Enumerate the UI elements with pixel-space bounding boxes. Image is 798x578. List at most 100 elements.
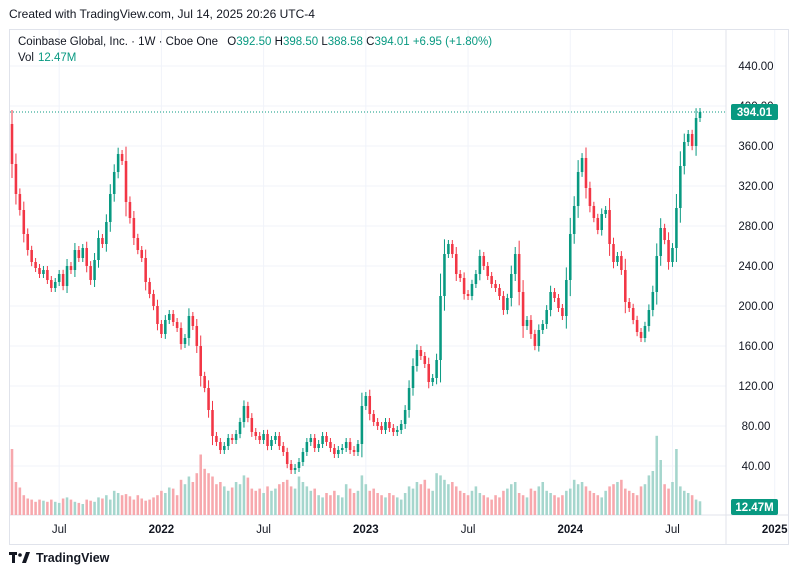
volume-bar [576,484,580,515]
candle-body [403,410,407,424]
volume-bar [600,497,603,515]
candle-body [144,258,147,282]
volume-bar [631,493,635,515]
candle-body [136,238,140,250]
volume-bar [690,495,694,515]
candle-body [266,434,269,446]
candle-body [352,450,356,452]
candle-body [458,274,462,278]
candle-body [498,288,501,296]
candle-body [513,254,517,274]
volume-bar [533,490,537,515]
candle-body [81,248,85,258]
volume-bar [14,482,18,515]
volume-bar [364,484,368,515]
candle-body [333,448,336,454]
candle-body [164,320,167,334]
symbol-title[interactable]: Coinbase Global, Inc. · 1W · Cboe One [18,36,219,48]
volume-bar [317,495,320,515]
volume-bar [679,486,682,515]
y-tick-label: 440.00 [738,61,773,73]
volume-bar [454,486,458,515]
volume-bar [647,475,651,515]
volume-label[interactable]: Vol [18,52,34,64]
candle-body [466,294,470,296]
volume-bar [655,435,659,515]
volume-bar [136,495,140,515]
candle-body [175,322,179,328]
candle-body [195,326,199,346]
volume-bar [517,493,521,515]
volume-bar [46,501,49,515]
tradingview-footer[interactable]: TradingView [9,551,109,565]
volume-bar [61,498,65,515]
candle-body [517,254,521,292]
volume-bar [22,495,26,515]
candle-body [89,266,92,280]
candle-body [30,250,33,262]
volume-bar [18,487,22,515]
candle-body [203,376,206,388]
volume-bar [356,490,360,515]
candle-body [612,244,615,262]
candle-body [565,280,568,316]
candle-body [462,278,466,294]
candle-body [580,158,584,172]
candle-body [289,464,293,470]
volume-bar [443,479,446,515]
volume-bar [183,484,187,515]
candle-body [584,158,588,188]
candle-body [502,296,505,310]
candle-body [140,250,144,258]
volume-bar [431,490,434,515]
volume-bar [682,490,686,515]
candle-body [380,426,383,430]
candle-body [415,350,419,366]
open-value: 392.50 [236,36,272,48]
volume-bar [474,486,478,515]
volume-bar [152,497,155,515]
candle-body [132,218,136,238]
volume-bar [281,482,285,515]
volume-bar [596,495,600,515]
candle-body [297,462,301,468]
x-tick-label: 2022 [149,524,175,536]
candle-body [344,442,348,448]
volume-bar [246,477,250,515]
volume-bar [164,493,167,515]
candle-body [329,442,332,448]
y-tick-label: 360.00 [738,141,773,153]
volume-bar [388,493,391,515]
volume-bar [270,490,273,515]
low-value: 388.58 [327,36,363,48]
volume-bar [635,495,639,515]
volume-bar [447,484,450,515]
candle-body [682,142,686,166]
candle-body [360,406,364,444]
candle-body [69,266,73,270]
candle-body [97,238,100,260]
volume-bar [667,488,670,515]
candle-body [274,436,277,440]
volume-bar [592,493,596,515]
volume-bar [305,486,309,515]
candle-body [278,436,281,446]
candle-body [561,308,564,316]
volume-bar [65,497,69,515]
x-tick-label: 2023 [353,524,379,536]
candle-body [254,432,258,436]
volume-bar [466,495,470,515]
volume-bar [57,502,61,515]
chart-caption: Created with TradingView.com, Jul 14, 20… [9,7,315,21]
candle-body [572,206,576,234]
volume-bar [171,488,175,515]
candle-body [392,428,395,432]
volume-bar [663,484,666,515]
volume-bar [160,490,163,515]
candle-body [388,422,391,428]
volume-bar [101,498,104,515]
candle-body [604,210,607,214]
candle-body [65,266,69,286]
volume-bar [38,499,41,515]
